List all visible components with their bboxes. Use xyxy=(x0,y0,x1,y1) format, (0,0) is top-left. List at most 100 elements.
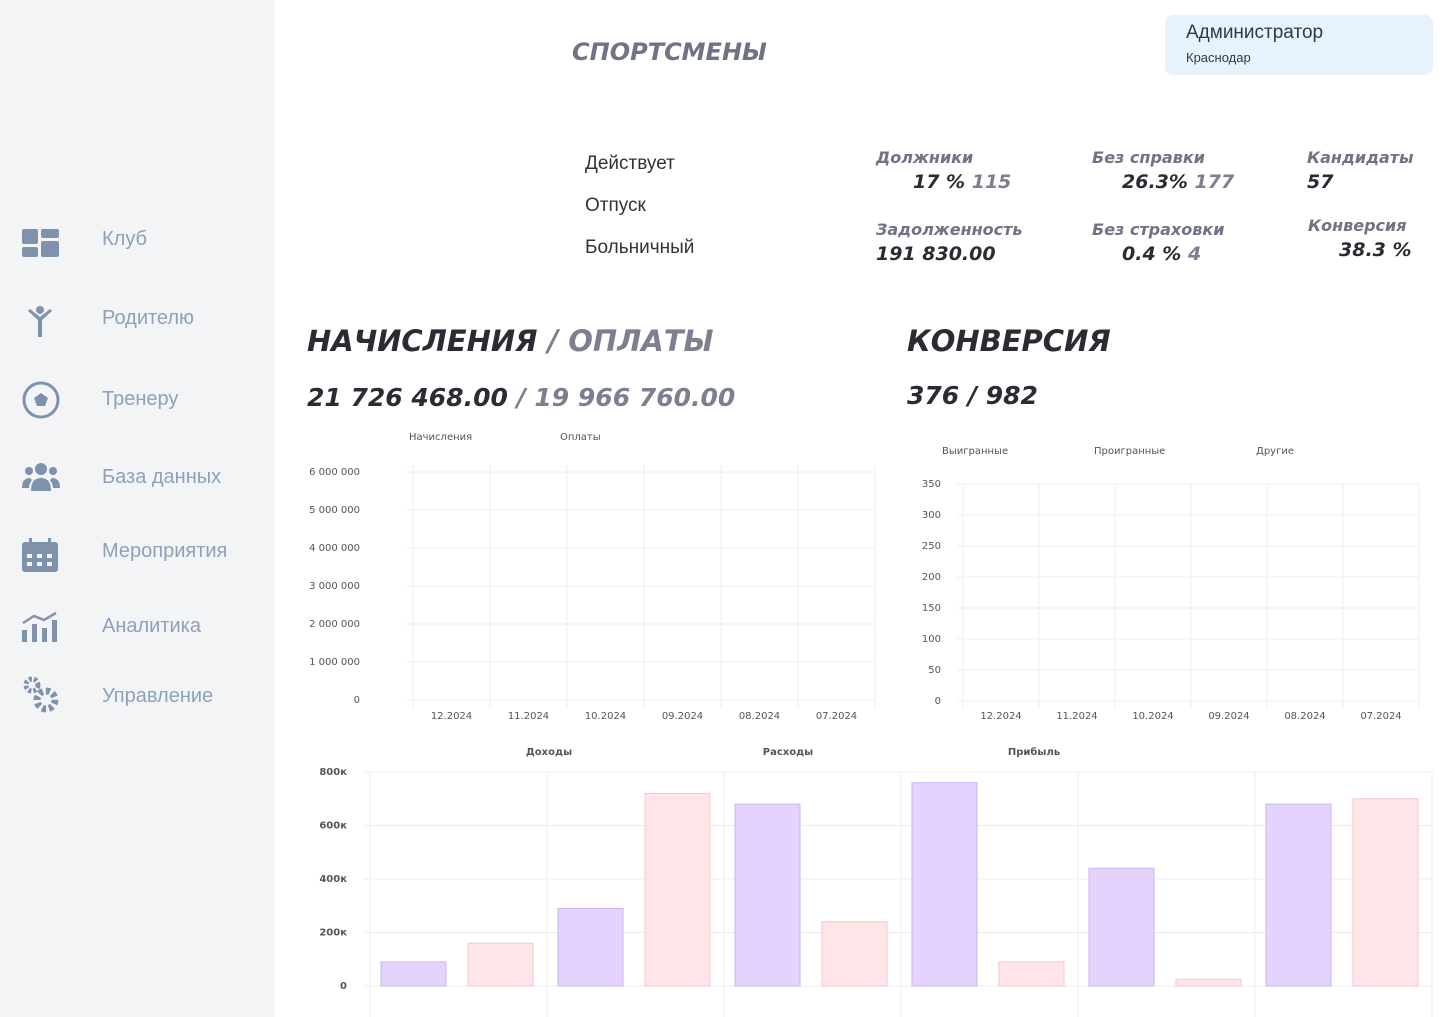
bar xyxy=(1265,803,1332,987)
section-total: 376 / 982 xyxy=(907,381,1038,410)
icon-analytics xyxy=(22,611,57,642)
user-role: Администратор xyxy=(1186,22,1324,43)
y-tick-label: 600к xyxy=(319,821,347,832)
y-tick-label: 350 xyxy=(922,479,941,490)
bar xyxy=(734,803,801,987)
stat-value: 57 xyxy=(1307,171,1334,193)
bar xyxy=(644,792,711,987)
bar xyxy=(380,961,447,987)
legend-entry: Расходы xyxy=(763,747,813,758)
bar xyxy=(911,782,978,987)
icon-club xyxy=(22,229,59,257)
stat-label: Без справки xyxy=(1092,148,1205,167)
legend-entry: Прибыль xyxy=(1008,746,1060,758)
nav-item[interactable]: Родителю xyxy=(102,307,195,329)
title-secondary: / ОПЛАТЫ xyxy=(547,324,714,358)
y-tick-label: 50 xyxy=(928,665,941,676)
stat-extra: 115 xyxy=(971,171,1012,193)
x-tick-label: 07.2024 xyxy=(816,711,857,722)
legend-entry: Доходы xyxy=(526,747,572,758)
stat-label: Конверсия xyxy=(1308,216,1407,235)
bar xyxy=(557,907,624,987)
stat-label: Задолженность xyxy=(876,220,1023,239)
y-tick-label: 800к xyxy=(319,767,347,778)
y-tick-label: 0 xyxy=(935,696,941,707)
stat-value: 38.3 % xyxy=(1339,239,1412,261)
y-tick-label: 0 xyxy=(354,695,360,706)
y-tick-label: 2 000 000 xyxy=(309,619,360,630)
nav-item[interactable]: База данных xyxy=(102,466,222,488)
nav-item[interactable]: Управление xyxy=(102,685,214,707)
nav-item[interactable]: Тренеру xyxy=(102,388,179,410)
y-tick-label: 250 xyxy=(922,541,941,552)
bar xyxy=(821,921,888,987)
user-city: Краснодар xyxy=(1186,50,1251,65)
stat-label: Должники xyxy=(876,148,974,167)
bar xyxy=(1088,867,1155,987)
y-tick-label: 3 000 000 xyxy=(309,581,360,592)
stat-value: 26.3% 177 xyxy=(1122,171,1234,193)
stat-value: 17 % xyxy=(913,171,966,193)
x-tick-label: 08.2024 xyxy=(1284,711,1325,722)
stat-value: 191 830.00 xyxy=(876,243,996,265)
icon-database xyxy=(22,463,60,491)
x-tick-label: 12.2024 xyxy=(431,711,472,722)
bar xyxy=(467,942,534,987)
user-card[interactable]: Администратор Краснодар xyxy=(1165,15,1433,75)
bar xyxy=(1352,798,1419,987)
section-title: КОНВЕРСИЯ xyxy=(907,324,1111,358)
y-tick-label: 4 000 000 xyxy=(309,543,360,554)
status: Отпуск xyxy=(585,195,646,216)
x-tick-label: 09.2024 xyxy=(662,711,703,722)
status: Действует xyxy=(585,153,675,174)
y-tick-label: 300 xyxy=(922,510,941,521)
stat-extra: 4 xyxy=(1187,243,1202,265)
x-tick-label: 07.2024 xyxy=(1360,711,1401,722)
legend-entry: Оплаты xyxy=(560,432,601,443)
nav-item[interactable]: Клуб xyxy=(102,228,147,250)
x-tick-label: 11.2024 xyxy=(508,711,549,722)
section-total: 21 726 468.00 / 19 966 760.00 xyxy=(307,383,735,412)
y-tick-label: 6 000 000 xyxy=(309,467,360,478)
stat-label: Без страховки xyxy=(1092,220,1225,239)
sidebar: Клуб Родителю Тренеру База данных Меропр… xyxy=(0,0,275,1017)
status: Больничный xyxy=(585,237,695,258)
y-tick-label: 200 xyxy=(922,572,941,583)
stat-value: 26.3% xyxy=(1122,171,1188,193)
x-tick-label: 11.2024 xyxy=(1056,711,1097,722)
nav-item[interactable]: Аналитика xyxy=(102,615,201,637)
icon-settings xyxy=(23,676,59,713)
y-tick-label: 100 xyxy=(922,634,941,645)
nav-item[interactable]: Мероприятия xyxy=(102,540,228,562)
stat-value: 0.4 % xyxy=(1122,243,1182,265)
y-tick-label: 5 000 000 xyxy=(309,505,360,516)
y-tick-label: 400к xyxy=(319,874,347,885)
legend-entry: Начисления xyxy=(409,432,472,443)
x-tick-label: 10.2024 xyxy=(1132,711,1173,722)
section-title: НАЧИСЛЕНИЯ / ОПЛАТЫ xyxy=(307,324,714,358)
title: НАЧИСЛЕНИЯ xyxy=(307,324,538,358)
x-tick-label: 08.2024 xyxy=(739,711,780,722)
stat-value: 17 % 115 xyxy=(913,171,1011,193)
icon-parent xyxy=(28,306,52,337)
bar xyxy=(1175,978,1242,987)
x-tick-label: 12.2024 xyxy=(980,711,1021,722)
legend-entry: Другие xyxy=(1256,446,1294,457)
total: 21 726 468.00 xyxy=(307,383,508,412)
page-title: СПОРТСМЕНЫ xyxy=(572,38,767,66)
bar xyxy=(998,961,1065,987)
stat-extra: 177 xyxy=(1194,171,1235,193)
y-tick-label: 1 000 000 xyxy=(309,657,360,668)
legend-entry: Выигранные xyxy=(942,446,1008,457)
stat-label: Кандидаты xyxy=(1307,148,1414,167)
total-secondary: / 19 966 760.00 xyxy=(516,383,736,412)
stat-value: 0.4 % 4 xyxy=(1122,243,1201,265)
legend-entry: Проигранные xyxy=(1094,446,1165,457)
x-tick-label: 10.2024 xyxy=(585,711,626,722)
icon-events xyxy=(22,538,58,572)
y-tick-label: 200к xyxy=(319,928,347,939)
icon-coach xyxy=(22,381,60,419)
y-tick-label: 0 xyxy=(340,981,347,992)
